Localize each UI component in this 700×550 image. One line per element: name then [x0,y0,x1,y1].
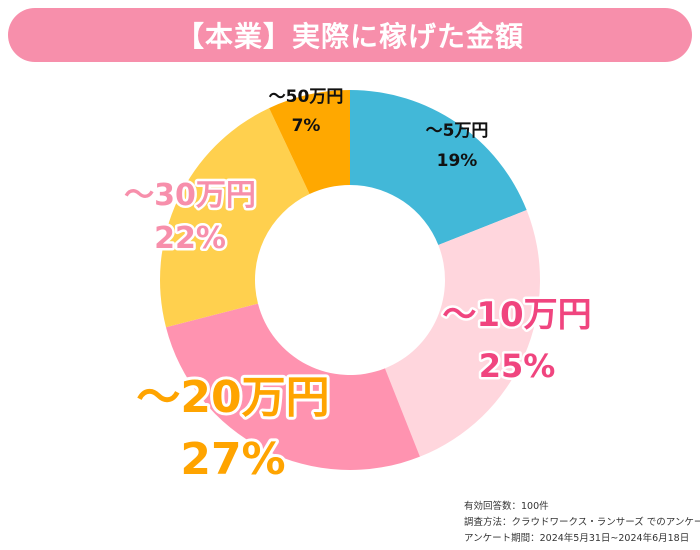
survey-footnote: 有効回答数：100件 調査方法：クラウドワークス・ランサーズ でのアンケート ア… [464,499,700,547]
donut-slice-2 [384,210,540,457]
donut-slices [159,90,540,470]
title-bar: 【本業】実際に稼げた金額 [8,8,692,62]
chart-title: 【本業】実際に稼げた金額 [175,20,524,53]
footnote-method: 調査方法：クラウドワークス・ランサーズ でのアンケート [464,517,700,528]
slice-label-3: ～20万円 [136,372,329,423]
slice-value-4: 22% [154,221,226,256]
slice-label-4: ～30万円 [124,178,256,213]
footnote-period: アンケート期間：2024年5月31日~2024年6月18日 [464,533,690,544]
slice-value-5: 7% [292,116,321,136]
slice-labels: ～5万円 19% ～10万円 25% ～20万円 27% ～30万円 22% ～50万円 7% [122,87,595,488]
slice-label-2: ～10万円 [442,295,591,335]
donut-slice-4 [159,108,310,328]
slice-label-1: ～5万円 [426,121,489,141]
slice-value-2: 25% [479,347,556,385]
donut-slice-5 [269,90,350,195]
slice-label-5: ～50万円 [269,87,344,107]
slice-value-3: 27% [180,434,285,485]
donut-slice-1 [350,90,527,246]
slice-value-1: 19% [437,151,478,171]
footnote-responses: 有効回答数：100件 [464,501,549,512]
donut-slice-3 [165,303,420,470]
